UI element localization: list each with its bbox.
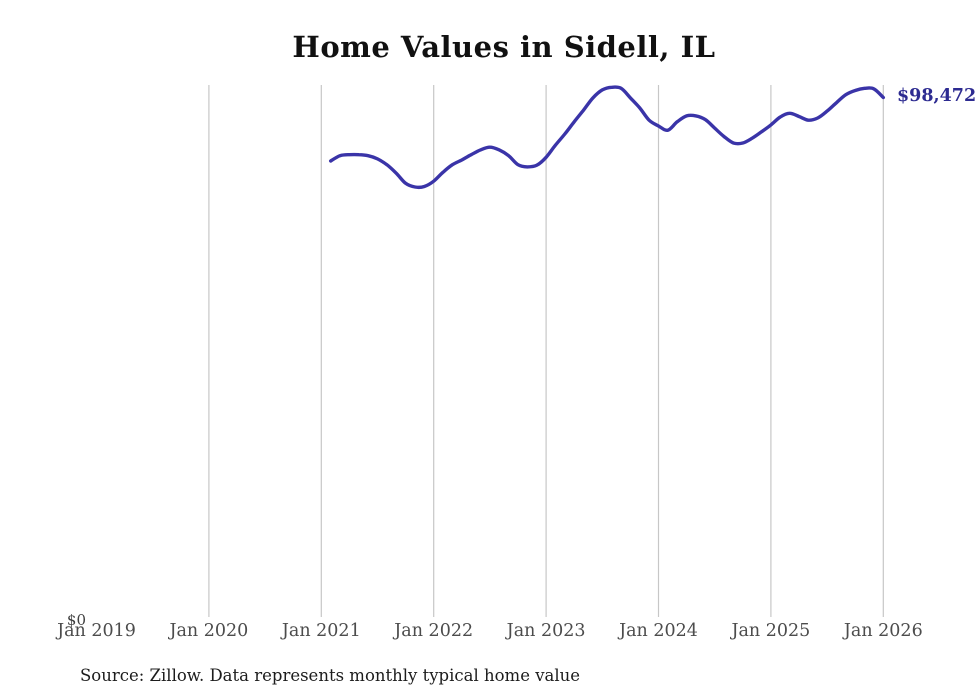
x-tick-jan-2022: Jan 2022 [394,621,474,641]
end-value-label: $98,472 [897,86,977,106]
x-tick-jan-2019: Jan 2019 [57,621,136,641]
x-tick-jan-2025: Jan 2025 [731,621,811,641]
x-tick-jan-2026: Jan 2026 [843,621,923,641]
chart-title: Home Values in Sidell, IL [292,30,716,64]
home-value-line [329,85,885,190]
x-tick-jan-2024: Jan 2024 [619,621,698,641]
y-axis-zero-label: $0 [66,611,86,629]
x-tick-jan-2023: Jan 2023 [506,621,586,641]
x-tick-jan-2021: Jan 2021 [281,621,361,641]
x-tick-jan-2020: Jan 2020 [169,621,249,641]
source-note: Source: Zillow. Data represents monthly … [80,666,581,685]
